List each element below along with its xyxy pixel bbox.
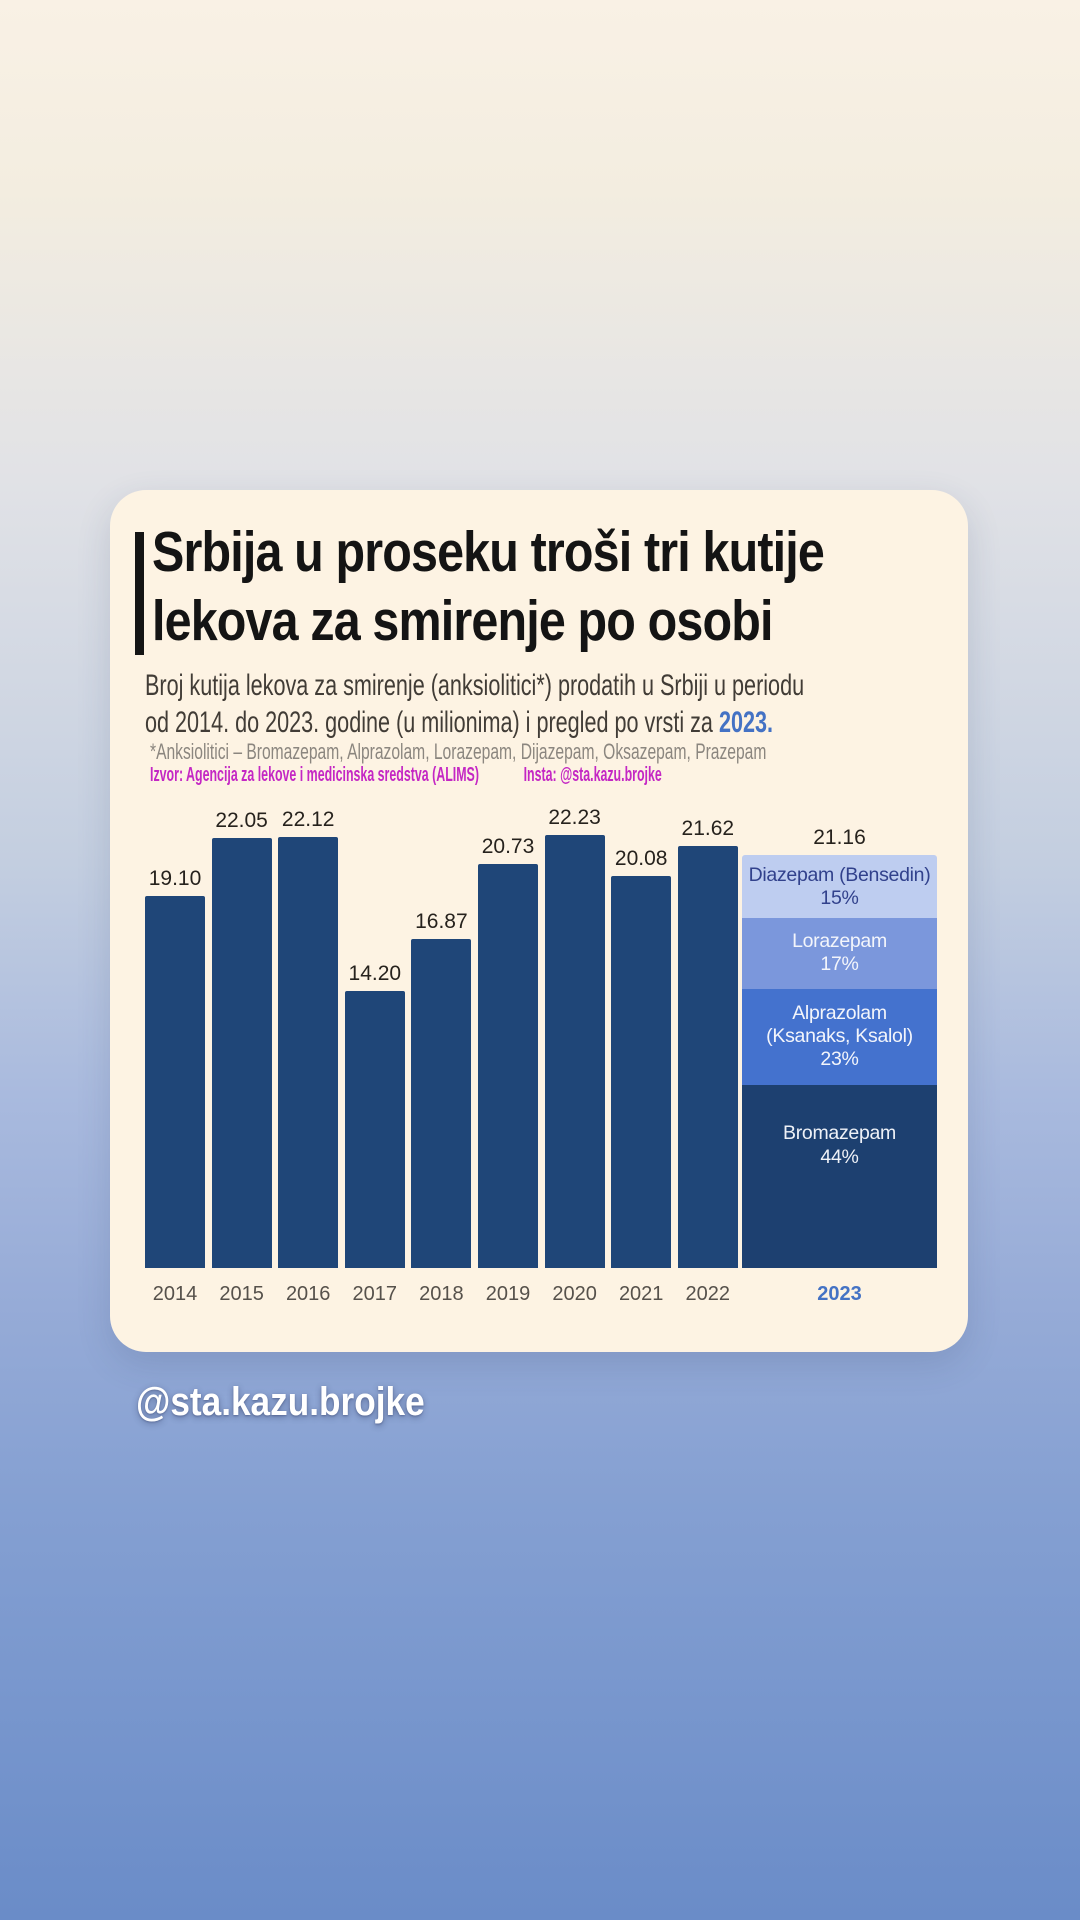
bar-2020 [544, 834, 605, 1268]
bar-value-2015: 22.05 [215, 809, 268, 833]
chart: 19.10 2014 22.05 2015 22.12 2016 14.20 2017 16.8… [110, 490, 968, 1352]
bar-value-2019: 20.73 [481, 834, 535, 858]
anxiolytics-footnote: *Anksiolitici – Bromazepam, Alprazolam, … [150, 739, 767, 764]
insta-credit: Insta: @sta.kazu.brojke [523, 764, 662, 786]
segment-pct: 23% [820, 1048, 859, 1071]
source-credit: Izvor: Agencija za lekove i medicinska s… [150, 764, 479, 786]
bar-value-2021: 20.08 [614, 847, 668, 871]
bar-value-2014: 19.10 [148, 866, 202, 890]
bar-2016 [278, 836, 339, 1268]
stacked-bar-2023: Diazepam (Bensedin) 15% Lorazepam 17% Alpraz… [742, 855, 937, 1268]
segment-name: (Ksanaks, Ksalol) [766, 1025, 913, 1048]
segment-pct: 44% [820, 1145, 859, 1168]
x-axis-label-2016: 2016 [285, 1283, 331, 1305]
instagram-handle: @sta.kazu.brojke [136, 1380, 425, 1424]
infographic-card: Srbija u proseku troši tri kutije lekova… [110, 490, 968, 1352]
bar-2019 [478, 863, 538, 1268]
bar-2017 [344, 991, 405, 1268]
segment-name: Lorazepam [792, 930, 887, 953]
stack-segment-lorazepam: Lorazepam 17% [742, 917, 937, 989]
bar-2015 [211, 838, 272, 1268]
segment-pct: 15% [820, 886, 859, 909]
chart-subtitle-line2: od 2014. do 2023. godine (u milionima) i… [145, 706, 773, 739]
x-axis-label-2014: 2014 [152, 1283, 198, 1305]
x-axis-label-2021: 2021 [618, 1283, 664, 1305]
x-axis-label-2015: 2015 [219, 1283, 264, 1305]
segment-name: Alprazolam [792, 1002, 887, 1025]
segment-name: Bromazepam [783, 1121, 896, 1144]
chart-subtitle-line1: Broj kutija lekova za smirenje (anksioli… [145, 669, 805, 702]
x-axis-label-2018: 2018 [419, 1283, 464, 1305]
page-title: Srbija u proseku troši tri kutije lekova… [152, 518, 825, 656]
bar-2014 [145, 895, 205, 1268]
bar-value-2020: 22.23 [548, 805, 601, 829]
bar-value-2018: 16.87 [415, 910, 468, 934]
x-axis-label-2022: 2022 [685, 1283, 731, 1305]
x-axis-label-2020: 2020 [552, 1283, 597, 1305]
page-title-line1: Srbija u proseku troši tri kutije [152, 520, 825, 584]
bar-2022 [677, 846, 738, 1268]
title-accent-bar [135, 532, 144, 655]
chart-subtitle: Broj kutija lekova za smirenje (anksioli… [145, 667, 804, 741]
source-line: Izvor: Agencija za lekove i medicinska s… [150, 764, 662, 787]
segment-name: Diazepam (Bensedin) [748, 863, 931, 886]
segment-pct: 17% [820, 953, 859, 976]
x-axis-label-2023: 2023 [817, 1283, 862, 1305]
subtitle-year-highlight: 2023. [718, 706, 773, 739]
bar-2018 [411, 939, 472, 1268]
bar-value-2023: 21.16 [813, 826, 866, 850]
bar-value-2022: 21.62 [681, 817, 735, 841]
page-title-line2: lekova za smirenje po osobi [152, 589, 773, 653]
stack-segment-alprazolam: Alprazolam (Ksanaks, Ksalol) 23% [742, 988, 937, 1085]
x-axis-label-2019: 2019 [485, 1283, 531, 1305]
stack-segment-bromazepam: Bromazepam 44% [742, 1084, 937, 1268]
x-axis-label-2017: 2017 [352, 1283, 398, 1305]
bar-value-2016: 22.12 [281, 807, 335, 831]
bar-value-2017: 14.20 [348, 962, 402, 986]
bar-2021 [611, 876, 672, 1268]
stack-segment-diazepam-bensedin: Diazepam (Bensedin) 15% [742, 855, 937, 918]
